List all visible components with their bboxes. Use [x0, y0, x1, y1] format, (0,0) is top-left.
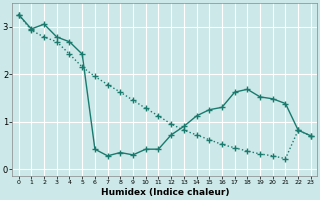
X-axis label: Humidex (Indice chaleur): Humidex (Indice chaleur) — [100, 188, 229, 197]
